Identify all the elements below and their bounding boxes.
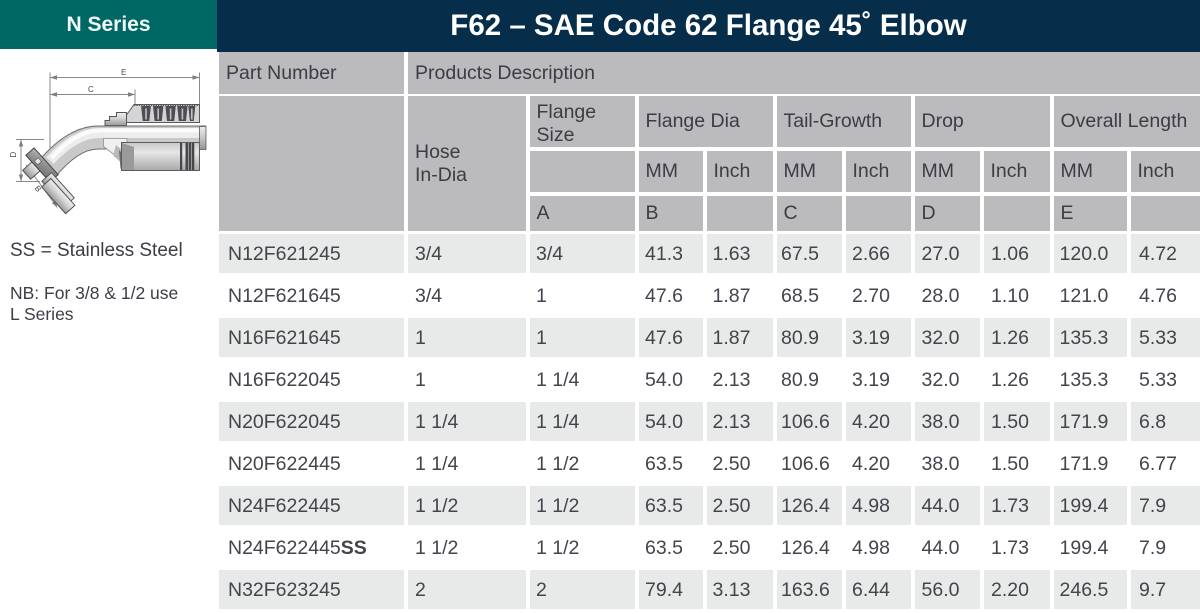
svg-text:B: B (33, 184, 43, 194)
svg-text:E: E (121, 68, 126, 77)
svg-text:C: C (88, 85, 94, 94)
svg-text:D: D (9, 152, 18, 158)
